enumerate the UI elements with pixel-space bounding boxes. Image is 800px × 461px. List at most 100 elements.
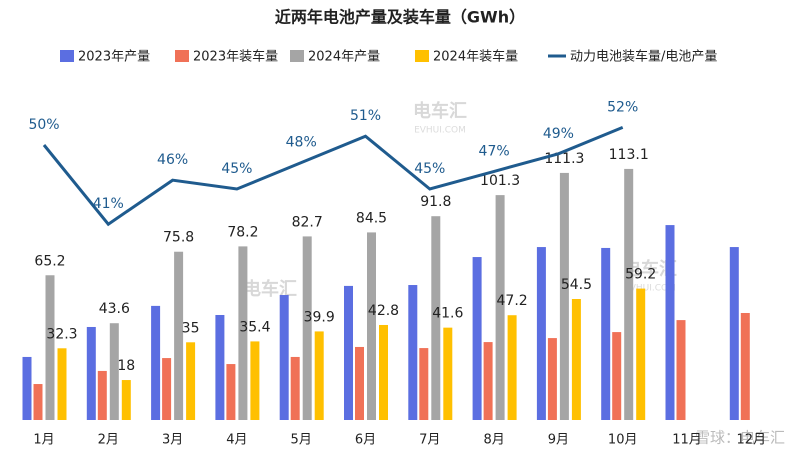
data-label: 18 xyxy=(117,358,135,374)
bar xyxy=(290,356,300,420)
bar xyxy=(186,342,196,420)
data-label: 41.6 xyxy=(432,306,463,322)
bar xyxy=(665,225,675,420)
bar xyxy=(472,257,482,420)
bar xyxy=(408,285,418,420)
legend-label: 2024年产量 xyxy=(308,50,380,65)
bar xyxy=(86,326,96,420)
bar xyxy=(571,299,581,420)
legend-swatch xyxy=(415,50,429,62)
bar xyxy=(226,364,236,420)
bar xyxy=(636,288,646,420)
bar xyxy=(601,247,611,420)
data-label: 101.3 xyxy=(480,173,520,189)
bar xyxy=(443,327,453,420)
legend-label: 2023年产量 xyxy=(78,50,150,65)
data-label: 41% xyxy=(93,196,124,212)
bar xyxy=(250,341,260,420)
bar xyxy=(314,331,324,420)
x-tick-label: 3月 xyxy=(162,433,183,448)
data-label: 47.2 xyxy=(497,293,528,309)
bar xyxy=(109,323,119,420)
data-label: 43.6 xyxy=(99,301,130,317)
x-tick-label: 11月 xyxy=(672,433,702,448)
bar xyxy=(162,358,172,420)
watermark: 电车汇 xyxy=(243,278,297,300)
data-label: 48% xyxy=(286,135,317,151)
bar xyxy=(729,247,739,420)
bar xyxy=(536,247,546,420)
data-label: 65.2 xyxy=(34,253,65,269)
data-label: 39.9 xyxy=(304,309,335,325)
bar xyxy=(302,236,312,420)
bar xyxy=(57,348,67,420)
legend-swatch xyxy=(60,50,74,62)
watermark: EVHUI.COM xyxy=(414,126,466,136)
data-label: 50% xyxy=(28,117,59,133)
data-label: 111.3 xyxy=(544,151,584,167)
bar xyxy=(547,338,557,420)
bar xyxy=(419,348,429,420)
data-label: 45% xyxy=(414,161,445,177)
watermark: 电车汇 xyxy=(413,100,467,122)
bar xyxy=(45,275,55,420)
chart-title: 近两年电池产量及装车量（GWh） xyxy=(275,8,525,27)
data-label: 35.4 xyxy=(239,319,270,335)
data-label: 75.8 xyxy=(163,230,194,246)
bar xyxy=(559,172,569,420)
data-label: 78.2 xyxy=(227,224,258,240)
bar xyxy=(507,315,517,420)
legend-label: 2024年装车量 xyxy=(433,49,518,65)
bar xyxy=(367,232,376,420)
x-tick-label: 7月 xyxy=(419,433,440,448)
bar xyxy=(612,332,622,420)
x-tick-label: 1月 xyxy=(33,433,54,448)
data-label: 47% xyxy=(479,143,510,159)
bar xyxy=(97,370,107,420)
bar xyxy=(355,346,364,420)
bar xyxy=(238,246,248,420)
bar xyxy=(279,295,289,420)
x-tick-label: 2月 xyxy=(98,433,119,448)
data-label: 84.5 xyxy=(356,210,387,226)
data-label: 35 xyxy=(182,320,200,336)
data-label: 45% xyxy=(221,161,252,177)
watermark: 电车汇 xyxy=(623,258,677,280)
data-label: 42.8 xyxy=(368,303,399,319)
bar xyxy=(22,356,32,420)
data-label: 91.8 xyxy=(420,194,451,210)
bar xyxy=(624,168,634,420)
x-tick-label: 10月 xyxy=(608,433,638,448)
legend-label: 动力电池装车量/电池产量 xyxy=(570,49,717,65)
legend-swatch xyxy=(175,50,189,62)
x-tick-label: 5月 xyxy=(291,433,312,448)
bar xyxy=(740,312,750,420)
data-label: 46% xyxy=(157,152,188,168)
legend-swatch xyxy=(290,50,304,62)
bar xyxy=(151,305,161,420)
bar xyxy=(33,384,43,420)
line xyxy=(42,126,624,227)
bar xyxy=(495,195,505,420)
bar xyxy=(344,285,353,420)
data-label: 32.3 xyxy=(46,326,77,342)
bar xyxy=(676,320,686,420)
bar xyxy=(174,251,184,420)
legend-label: 2023年装车量 xyxy=(193,49,278,65)
data-label: 82.7 xyxy=(292,214,323,230)
data-label: 113.1 xyxy=(609,147,649,163)
data-label: 52% xyxy=(607,99,638,115)
data-label: 49% xyxy=(543,126,574,142)
bar xyxy=(431,216,441,420)
x-tick-label: 8月 xyxy=(483,433,504,448)
data-label: 54.5 xyxy=(561,277,592,293)
bar xyxy=(379,324,388,420)
x-tick-label: 12月 xyxy=(737,433,767,448)
x-tick-label: 6月 xyxy=(355,433,376,448)
data-label: 59.2 xyxy=(625,267,656,283)
watermark: 雪球：电车汇 xyxy=(695,429,785,447)
bar xyxy=(483,342,493,420)
data-label: 51% xyxy=(350,108,381,124)
x-tick-label: 9月 xyxy=(548,433,569,448)
